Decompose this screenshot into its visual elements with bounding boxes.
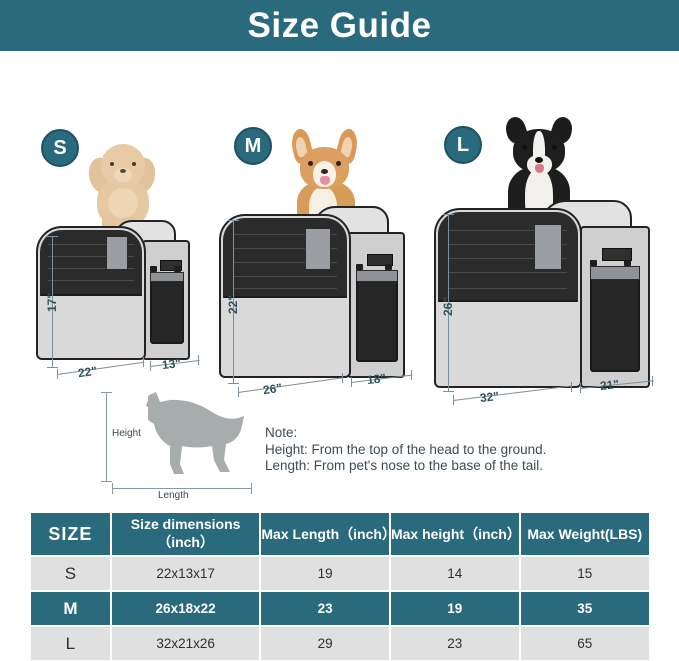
note-height-line: Height: From the top of the head to the … bbox=[265, 441, 547, 457]
dim-line-height-small bbox=[52, 236, 53, 368]
silhouette-length-axis bbox=[112, 488, 252, 489]
table-cell-max-weight: 35 bbox=[519, 591, 650, 626]
crate-large-height-label: 26" bbox=[441, 296, 455, 316]
table-header-size: SIZE bbox=[30, 512, 111, 556]
table-cell-max-weight: 65 bbox=[519, 626, 650, 661]
size-badge-l: L bbox=[444, 126, 482, 164]
note-length-line: Length: From pet's nose to the base of t… bbox=[265, 458, 543, 473]
table-cell-dimensions: 22x13x17 bbox=[110, 556, 261, 591]
size-table: SIZE Size dimensions（inch） Max Length（in… bbox=[30, 512, 650, 661]
crate-large: 26" 32" 21" bbox=[430, 196, 655, 405]
crate-small: 17" 22" 13" bbox=[30, 214, 200, 380]
dim-line-height-large bbox=[448, 214, 449, 392]
crate-small-height-label: 17" bbox=[45, 292, 59, 312]
table-header-max-length: Max Length（inch） bbox=[260, 512, 396, 556]
crate-medium-depth-label: 18" bbox=[366, 370, 387, 388]
size-badge-l-label: L bbox=[456, 133, 470, 156]
table-cell-size: S bbox=[30, 556, 111, 591]
size-badge-s: S bbox=[41, 129, 79, 167]
page-header: Size Guide bbox=[0, 0, 679, 51]
crate-illustrations: 17" 22" 13" bbox=[0, 196, 679, 405]
dim-line-length-small bbox=[56, 361, 145, 375]
table-header-max-weight: Max Weight(LBS) bbox=[519, 512, 650, 556]
table-cell-dimensions: 26x18x22 bbox=[110, 591, 261, 626]
table-cell-max-length: 19 bbox=[260, 556, 390, 591]
dog-silhouette-icon bbox=[146, 392, 244, 474]
silhouette-length-label: Length bbox=[158, 490, 189, 501]
silhouette-height-axis bbox=[106, 392, 107, 482]
table-cell-size: M bbox=[30, 591, 111, 626]
table-header-row: SIZE Size dimensions（inch） Max Length（in… bbox=[30, 512, 650, 556]
table-cell-dimensions: 32x21x26 bbox=[110, 626, 261, 661]
crate-small-depth-label: 13" bbox=[161, 355, 182, 373]
table-cell-max-weight: 15 bbox=[519, 556, 650, 591]
crate-large-depth-label: 21" bbox=[599, 377, 620, 393]
table-header-dimensions: Size dimensions（inch） bbox=[110, 512, 261, 556]
table-header-max-height: Max height（inch） bbox=[389, 512, 521, 556]
table-cell-max-height: 23 bbox=[389, 626, 520, 661]
dog-size-row: S M L bbox=[0, 51, 679, 245]
crate-medium-height-label: 22" bbox=[226, 294, 240, 314]
measurement-diagram: Height Length bbox=[96, 390, 266, 501]
table-cell-max-length: 29 bbox=[260, 626, 390, 661]
size-badge-m-label: M bbox=[244, 134, 262, 157]
dim-line-height-medium bbox=[233, 220, 234, 384]
silhouette-height-label: Height bbox=[112, 428, 141, 439]
note-block: Note: Height: From the top of the head t… bbox=[265, 425, 645, 475]
table-cell-max-height: 14 bbox=[389, 556, 520, 591]
table-cell-max-length: 23 bbox=[260, 591, 390, 626]
note-title: Note: bbox=[265, 425, 298, 440]
crate-medium: 22" 26" 18" bbox=[215, 202, 413, 397]
crate-large-length-label: 32" bbox=[479, 388, 500, 406]
table-row: S 22x13x17 19 14 15 bbox=[30, 556, 650, 591]
table-row: M 26x18x22 23 19 35 bbox=[30, 591, 650, 626]
table-cell-max-height: 19 bbox=[389, 591, 520, 626]
crate-small-length-label: 22" bbox=[77, 363, 98, 381]
table-row: L 32x21x26 29 23 65 bbox=[30, 626, 650, 661]
size-badge-m: M bbox=[234, 127, 272, 165]
page-title: Size Guide bbox=[247, 6, 432, 45]
size-badge-s-label: S bbox=[53, 136, 67, 159]
table-cell-size: L bbox=[30, 626, 111, 661]
